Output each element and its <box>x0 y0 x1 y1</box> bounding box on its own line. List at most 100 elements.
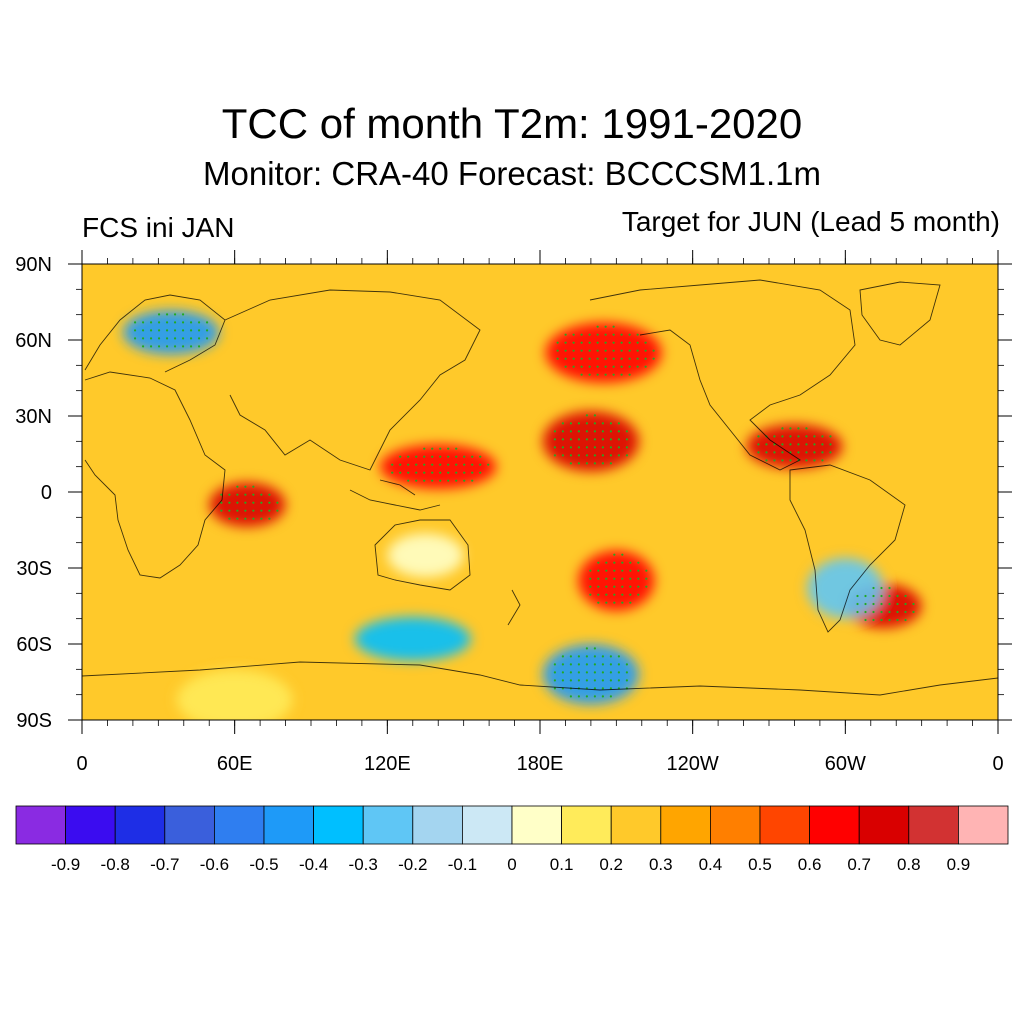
significance-dot <box>612 357 615 360</box>
colorbar-swatch <box>511 805 562 845</box>
significance-dot <box>236 517 239 520</box>
significance-dot <box>872 602 875 606</box>
significance-dot <box>577 663 580 666</box>
significance-dot <box>593 679 596 682</box>
colorbar-swatch <box>65 805 116 845</box>
significance-dot <box>572 333 575 336</box>
significance-dot <box>597 569 600 572</box>
significance-dot <box>805 459 808 462</box>
colorbar-label: 0.3 <box>649 855 673 874</box>
significance-dot <box>149 345 153 348</box>
significance-dot <box>165 337 169 340</box>
region-argentina-south-america <box>807 558 884 619</box>
lat-tick-label: 60S <box>16 634 52 656</box>
significance-dot <box>856 594 859 598</box>
significance-dot <box>612 333 615 336</box>
significance-dot <box>561 655 564 658</box>
significance-dot <box>789 443 792 446</box>
significance-dot <box>757 435 760 438</box>
significance-dot <box>637 569 640 572</box>
significance-dot <box>773 451 776 454</box>
significance-dot <box>588 373 591 376</box>
significance-dot <box>617 663 620 666</box>
region-north-pacific <box>545 322 662 383</box>
colorbar-swatch <box>412 805 463 845</box>
significance-dot <box>636 333 639 336</box>
significance-dot <box>157 313 161 316</box>
significance-dot <box>260 517 263 520</box>
significance-dot <box>205 329 209 332</box>
significance-dot <box>880 610 883 614</box>
significance-dot <box>564 357 567 360</box>
significance-dot <box>157 345 161 348</box>
significance-dot <box>569 663 572 666</box>
significance-dot <box>605 585 608 588</box>
significance-dot <box>181 337 185 340</box>
significance-dot <box>609 655 612 658</box>
lat-tick-label: 0 <box>41 482 52 504</box>
significance-dot <box>569 446 572 449</box>
significance-dot <box>407 471 410 474</box>
significance-dot <box>157 329 161 332</box>
significance-dot <box>604 341 607 344</box>
significance-dot <box>637 561 640 564</box>
significance-dot <box>431 463 434 466</box>
significance-dot <box>644 365 647 368</box>
colorbar-swatch <box>561 805 612 845</box>
significance-dot <box>605 569 608 572</box>
significance-dot <box>612 341 615 344</box>
significance-dot <box>189 329 193 332</box>
significance-dot <box>856 602 859 606</box>
significance-dot <box>644 357 647 360</box>
significance-dot <box>612 365 615 368</box>
significance-dot <box>455 455 458 458</box>
significance-dot <box>580 373 583 376</box>
significance-dot <box>236 493 239 496</box>
significance-dot <box>593 462 596 465</box>
significance-dot <box>821 451 824 454</box>
significance-dot <box>572 341 575 344</box>
significance-dot <box>593 446 596 449</box>
significance-dot <box>904 610 907 614</box>
significance-dot <box>628 373 631 376</box>
significance-dot <box>605 593 608 596</box>
significance-dot <box>805 427 808 430</box>
significance-dot <box>757 443 760 446</box>
significance-dot <box>479 455 482 458</box>
significance-dot <box>904 618 907 622</box>
significance-dot <box>593 687 596 690</box>
significance-dot <box>617 438 620 441</box>
significance-dot <box>423 463 426 466</box>
significance-dot <box>620 373 623 376</box>
significance-dot <box>157 337 161 340</box>
significance-dot <box>585 422 588 425</box>
significance-dot <box>447 455 450 458</box>
significance-dot <box>276 509 279 512</box>
region-southern-ocean-indian-sector- <box>354 616 471 661</box>
significance-dot <box>605 601 608 604</box>
significance-dot <box>625 446 628 449</box>
significance-dot <box>604 349 607 352</box>
significance-dot <box>621 593 624 596</box>
significance-dot <box>628 365 631 368</box>
significance-dot <box>605 577 608 580</box>
significance-dot <box>637 593 640 596</box>
significance-dot <box>173 329 177 332</box>
significance-dot <box>629 569 632 572</box>
significance-dot <box>577 430 580 433</box>
significance-dot <box>609 422 612 425</box>
lat-tick-label: 90S <box>16 710 52 732</box>
region-caribbean-gulf-of-mexico <box>746 424 843 469</box>
significance-dot <box>244 493 247 496</box>
newzealand-coastline <box>507 589 521 626</box>
significance-dot <box>577 695 580 698</box>
significance-dot <box>765 459 768 462</box>
significance-dot <box>197 329 201 332</box>
significance-dot <box>561 671 564 674</box>
significance-dot <box>572 365 575 368</box>
significance-dot <box>260 501 263 504</box>
colorbar-label: -0.6 <box>200 855 229 874</box>
significance-dot <box>617 671 620 674</box>
significance-dot <box>479 471 482 474</box>
significance-dot <box>593 695 596 698</box>
